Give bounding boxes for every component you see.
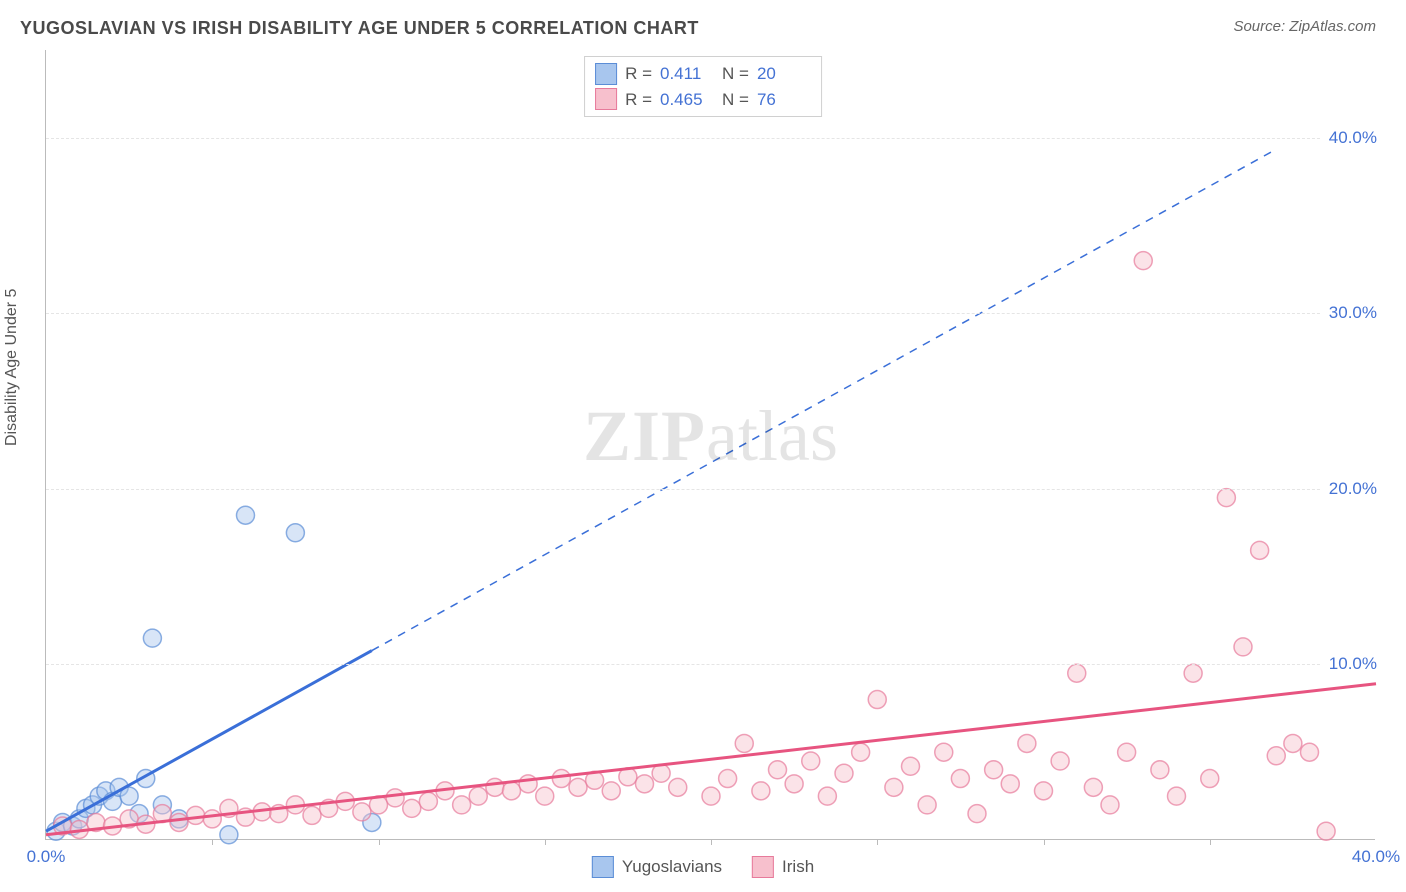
n-value: 20: [757, 61, 811, 87]
legend-item-irish: Irish: [752, 856, 814, 878]
swatch-icon: [595, 63, 617, 85]
stats-legend: R = 0.411 N = 20 R = 0.465 N = 76: [584, 56, 822, 117]
n-label: N =: [722, 61, 749, 87]
swatch-icon: [752, 856, 774, 878]
swatch-icon: [595, 88, 617, 110]
r-label: R =: [625, 61, 652, 87]
r-value: 0.411: [660, 61, 714, 87]
x-tick-label: 40.0%: [1352, 847, 1400, 867]
chart-svg: [46, 50, 1375, 839]
r-label: R =: [625, 87, 652, 113]
legend-label: Irish: [782, 857, 814, 877]
legend-item-yugoslavians: Yugoslavians: [592, 856, 722, 878]
x-tick-label: 0.0%: [27, 847, 66, 867]
y-axis-label: Disability Age Under 5: [3, 289, 21, 446]
plot-area: ZIPatlas 10.0%20.0%30.0%40.0%0.0%40.0%: [45, 50, 1375, 840]
stats-legend-row-yugoslavians: R = 0.411 N = 20: [595, 61, 811, 87]
y-tick-label: 20.0%: [1321, 479, 1377, 499]
y-tick-label: 30.0%: [1321, 303, 1377, 323]
y-tick-label: 10.0%: [1321, 654, 1377, 674]
legend-label: Yugoslavians: [622, 857, 722, 877]
swatch-icon: [592, 856, 614, 878]
stats-legend-row-irish: R = 0.465 N = 76: [595, 87, 811, 113]
y-tick-label: 40.0%: [1321, 128, 1377, 148]
source-attribution: Source: ZipAtlas.com: [1233, 18, 1376, 35]
chart-title: YUGOSLAVIAN VS IRISH DISABILITY AGE UNDE…: [20, 18, 699, 39]
n-value: 76: [757, 87, 811, 113]
n-label: N =: [722, 87, 749, 113]
series-legend: Yugoslavians Irish: [592, 856, 814, 878]
r-value: 0.465: [660, 87, 714, 113]
